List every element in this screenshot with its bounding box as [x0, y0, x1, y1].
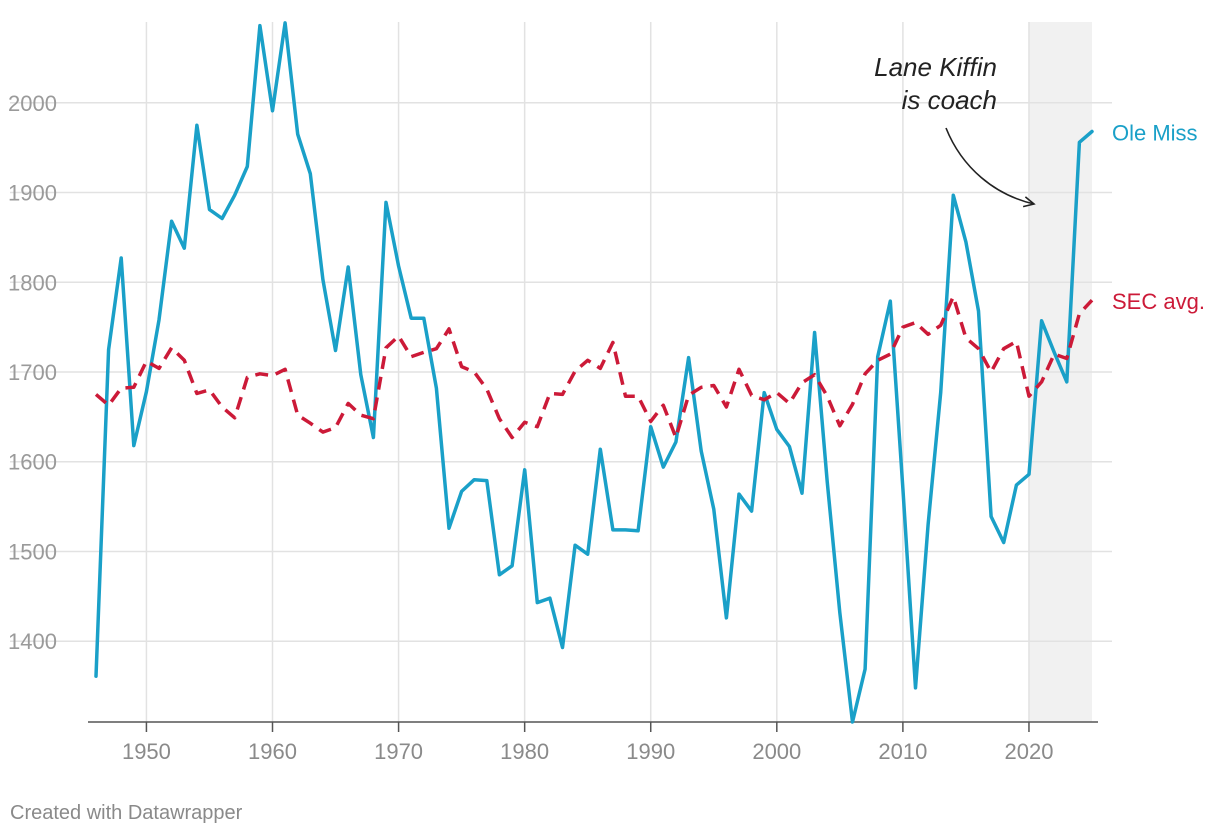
y-tick-label: 1600	[8, 450, 57, 475]
y-tick-label: 1400	[8, 629, 57, 654]
x-tick-label: 1970	[374, 739, 423, 764]
series-lines	[94, 21, 1094, 724]
y-gridlines	[10, 102, 1112, 642]
x-tick-label: 1960	[248, 739, 297, 764]
y-tick-label: 1900	[8, 181, 57, 206]
annotation-line-2: is coach	[902, 85, 997, 115]
ole-miss-line	[94, 21, 1094, 724]
annotation-arrow	[945, 127, 1036, 208]
x-tick-label: 1990	[626, 739, 675, 764]
y-tick-label: 2000	[8, 91, 57, 116]
annotation-line-1: Lane Kiffin	[874, 52, 997, 82]
series-labels: Ole Miss SEC avg.	[1112, 120, 1205, 314]
x-tick-label: 2010	[878, 739, 927, 764]
x-tick-label: 1950	[122, 739, 171, 764]
x-gridlines	[145, 22, 1030, 722]
y-tick-label: 1500	[8, 539, 57, 564]
coach-annotation: Lane Kiffin is coach	[874, 52, 1036, 208]
sec-average-line	[94, 294, 1094, 440]
x-tick-label: 2020	[1004, 739, 1053, 764]
x-tick-label: 2000	[752, 739, 801, 764]
datawrapper-credit: Created with Datawrapper	[10, 802, 243, 824]
x-axis-ticks: 1950 1960 1970 1980 1990 2000 2010 2020	[88, 721, 1098, 764]
sec-average-label: SEC avg.	[1112, 289, 1205, 314]
x-tick-label: 1980	[500, 739, 549, 764]
y-tick-label: 1700	[8, 360, 57, 385]
ole-miss-label: Ole Miss	[1112, 120, 1198, 145]
y-axis-ticks: 1400 1500 1600 1700 1800 1900 2000	[8, 91, 57, 654]
y-tick-label: 1800	[8, 270, 57, 295]
